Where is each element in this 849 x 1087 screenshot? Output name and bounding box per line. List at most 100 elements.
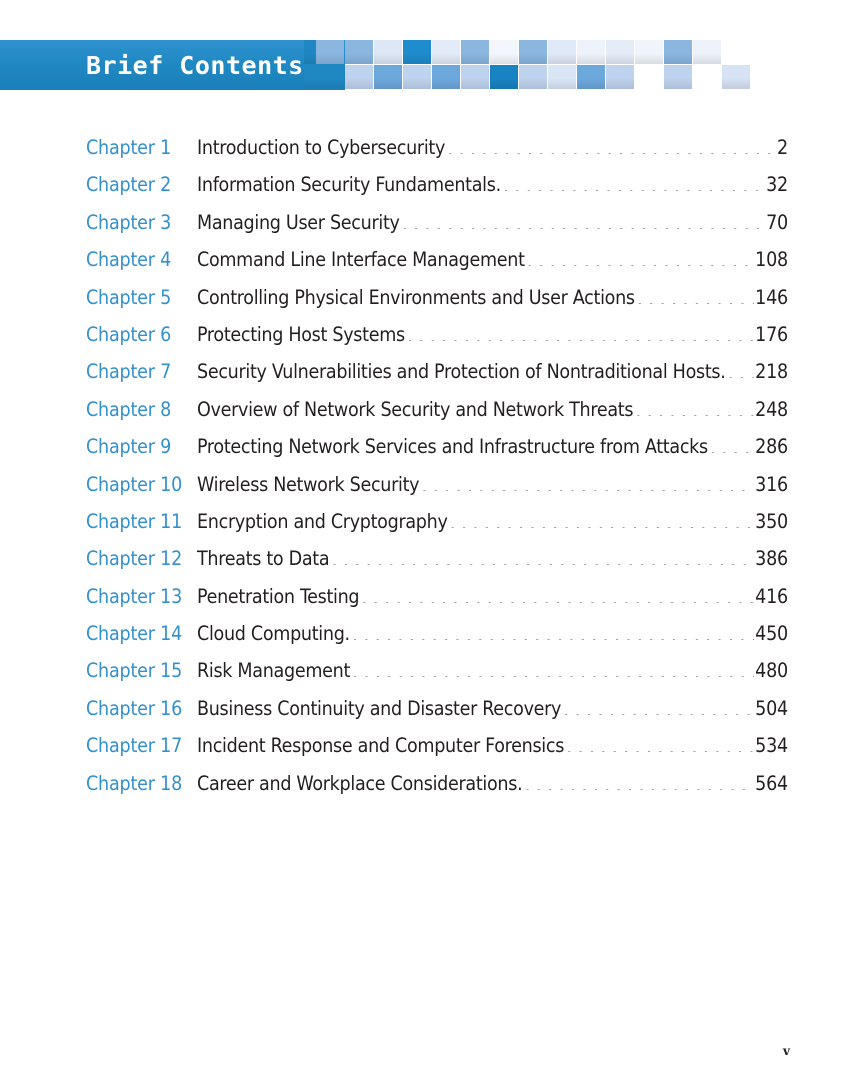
toc-chapter-label: Chapter 17 <box>86 734 183 758</box>
mosaic-tile <box>606 40 634 64</box>
mosaic-tile <box>403 40 431 64</box>
toc-chapter-label: Chapter 9 <box>86 435 172 459</box>
toc-chapter-title: Command Line Interface Management <box>197 248 525 272</box>
mosaic-tile <box>490 65 518 89</box>
mosaic-tile <box>519 65 547 89</box>
toc-row[interactable]: Chapter 8 Overview of Network Security an… <box>86 398 788 435</box>
toc-chapter-title: Cloud Computing. <box>197 622 350 646</box>
toc-page-number: 146 <box>755 285 788 309</box>
toc-row[interactable]: Chapter 5 Controlling Physical Environmen… <box>86 286 788 323</box>
toc-dot-leader <box>527 250 754 266</box>
toc-chapter-label: Chapter 3 <box>86 210 172 234</box>
toc-row[interactable]: Chapter 11 Encryption and Cryptography 350 <box>86 510 788 547</box>
toc-chapter-title: Encryption and Cryptography <box>197 509 448 533</box>
mosaic-tile <box>664 40 692 64</box>
toc-chapter-title: Threats to Data <box>197 547 330 571</box>
toc-row[interactable]: Chapter 18 Career and Workplace Considera… <box>86 772 788 809</box>
toc-chapter-label: Chapter 11 <box>86 509 183 533</box>
toc-chapter-title: Wireless Network Security <box>197 472 420 496</box>
toc-chapter-title: Security Vulnerabilities and Protection … <box>197 360 726 384</box>
toc-dot-leader <box>450 512 755 528</box>
toc-chapter-label: Chapter 7 <box>86 360 172 384</box>
toc-chapter-title: Incident Response and Computer Forensics <box>197 734 565 758</box>
toc-row[interactable]: Chapter 2 Information Security Fundamenta… <box>86 173 788 210</box>
toc-chapter-label: Chapter 13 <box>86 584 183 608</box>
mosaic-tile <box>432 40 460 64</box>
mosaic-tile <box>374 65 402 89</box>
toc-dot-leader <box>635 400 754 416</box>
toc-chapter-title: Overview of Network Security and Network… <box>197 397 634 421</box>
toc-chapter-title: Managing User Security <box>197 210 400 234</box>
toc-chapter-label: Chapter 14 <box>86 622 183 646</box>
toc-dot-leader <box>447 138 776 154</box>
mosaic-tile <box>461 40 489 64</box>
folio-page-number: v <box>783 1044 790 1058</box>
page-title: Brief Contents <box>86 51 304 80</box>
mosaic-tile <box>693 40 721 64</box>
toc-page-number: 286 <box>755 435 788 459</box>
toc-chapter-title: Business Continuity and Disaster Recover… <box>197 696 562 720</box>
toc-chapter-title: Risk Management <box>197 659 351 683</box>
toc-chapter-title: Introduction to Cybersecurity <box>197 136 446 159</box>
toc-chapter-label: Chapter 2 <box>86 173 172 197</box>
toc-dot-leader <box>402 213 765 229</box>
toc-dot-leader <box>710 437 754 453</box>
toc-chapter-label: Chapter 6 <box>86 322 172 346</box>
toc-row[interactable]: Chapter 4 Command Line Interface Manageme… <box>86 248 788 285</box>
toc-row[interactable]: Chapter 16 Business Continuity and Disast… <box>86 697 788 734</box>
mosaic-tile <box>303 40 316 64</box>
mosaic-tile <box>606 65 634 89</box>
toc-page-number: 480 <box>755 659 788 683</box>
toc-dot-leader <box>331 549 754 565</box>
header-mosaic-pattern <box>303 40 750 90</box>
toc-page-number: 350 <box>755 509 788 533</box>
mosaic-tile <box>345 40 373 64</box>
toc-page-number: 534 <box>755 734 788 758</box>
toc-page-number: 504 <box>755 696 788 720</box>
toc-chapter-label: Chapter 5 <box>86 285 172 309</box>
toc-chapter-label: Chapter 16 <box>86 696 183 720</box>
toc-row[interactable]: Chapter 9 Protecting Network Services and… <box>86 435 788 472</box>
toc-row[interactable]: Chapter 3 Managing User Security 70 <box>86 211 788 248</box>
toc-page-number: 564 <box>755 771 788 795</box>
header-band <box>0 40 345 90</box>
toc-page-number: 70 <box>766 210 788 234</box>
toc-row[interactable]: Chapter 10 Wireless Network Security 316 <box>86 473 788 510</box>
toc-chapter-title: Career and Workplace Considerations. <box>197 771 523 795</box>
mosaic-tile <box>664 65 692 89</box>
mosaic-tile <box>374 40 402 64</box>
toc-dot-leader <box>563 699 754 715</box>
toc-dot-leader <box>728 362 755 378</box>
toc-row[interactable]: Chapter 6 Protecting Host Systems 176 <box>86 323 788 360</box>
mosaic-tile <box>577 65 605 89</box>
toc-row[interactable]: Chapter 7 Security Vulnerabilities and Pr… <box>86 360 788 397</box>
toc-chapter-label: Chapter 1 <box>86 136 172 159</box>
mosaic-tile <box>403 65 431 89</box>
toc-chapter-label: Chapter 8 <box>86 397 172 421</box>
toc-row[interactable]: Chapter 17 Incident Response and Computer… <box>86 734 788 771</box>
toc-chapter-label: Chapter 10 <box>86 472 183 496</box>
mosaic-tile <box>432 65 460 89</box>
toc-page-number: 248 <box>755 397 788 421</box>
mosaic-tile <box>490 40 518 64</box>
mosaic-tile <box>519 40 547 64</box>
toc-chapter-label: Chapter 12 <box>86 547 183 571</box>
mosaic-tile <box>548 65 576 89</box>
toc-row[interactable]: Chapter 12 Threats to Data 386 <box>86 547 788 584</box>
toc-row[interactable]: Chapter 13 Penetration Testing 416 <box>86 585 788 622</box>
mosaic-tile <box>303 65 316 89</box>
mosaic-tile <box>461 65 489 89</box>
toc-dot-leader <box>352 624 754 640</box>
mosaic-tile <box>577 40 605 64</box>
toc-row[interactable]: Chapter 1 Introduction to Cybersecurity 2 <box>86 136 788 173</box>
toc-page-number: 316 <box>755 472 788 496</box>
toc-row[interactable]: Chapter 14 Cloud Computing. 450 <box>86 622 788 659</box>
toc-page-number: 2 <box>777 136 788 159</box>
mosaic-tile <box>548 40 576 64</box>
toc-row[interactable]: Chapter 15 Risk Management 480 <box>86 659 788 696</box>
toc-dot-leader <box>361 587 754 603</box>
toc-page-number: 386 <box>755 547 788 571</box>
toc-chapter-title: Protecting Host Systems <box>197 322 405 346</box>
toc-chapter-label: Chapter 4 <box>86 248 172 272</box>
toc-chapter-label: Chapter 18 <box>86 771 183 795</box>
